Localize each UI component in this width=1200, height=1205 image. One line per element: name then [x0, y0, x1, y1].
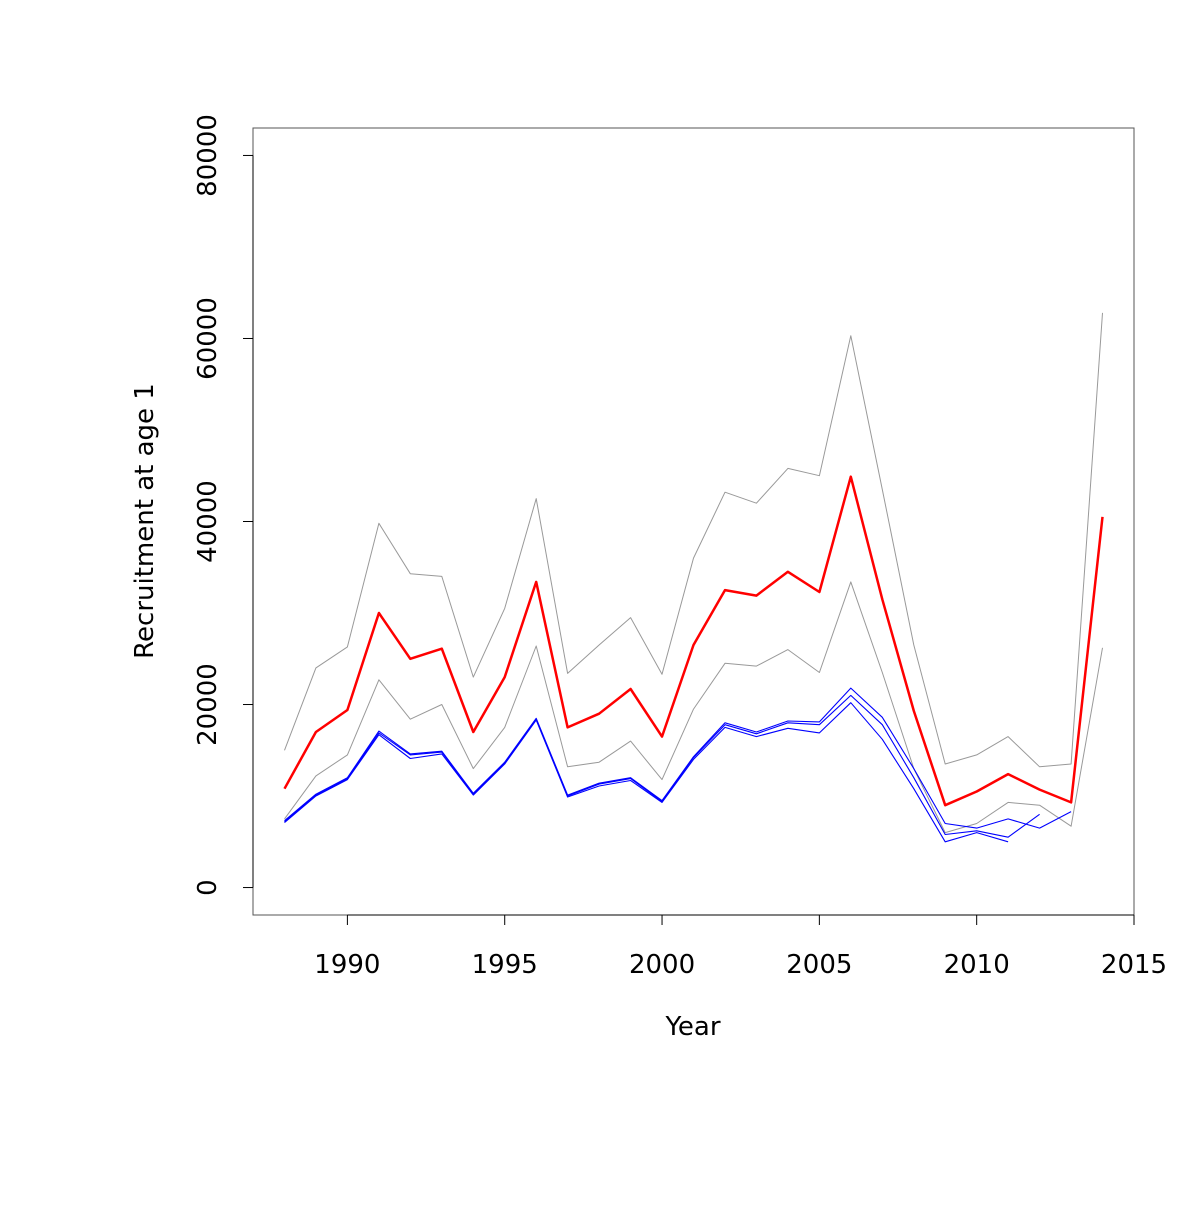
- y-tick-label: 60000: [193, 297, 223, 380]
- y-axis: 0 20000 40000 60000 80000: [193, 114, 254, 896]
- x-tick-label: 2015: [1101, 950, 1167, 980]
- x-tick-label: 2000: [629, 950, 695, 980]
- series-layer: [283, 312, 1104, 843]
- y-tick-label: 40000: [193, 480, 223, 563]
- y-tick-label: 80000: [193, 114, 223, 197]
- series-line-retrospective-5: [284, 702, 1009, 843]
- x-tick-label: 2005: [786, 950, 852, 980]
- x-tick-label: 1990: [314, 950, 380, 980]
- y-axis-title: Recruitment at age 1: [130, 383, 160, 659]
- y-tick-label: 0: [193, 879, 223, 896]
- x-tick-label: 2010: [944, 950, 1010, 980]
- x-axis: 1990 1995 2000 2005 2010 2015: [314, 914, 1167, 980]
- x-axis-title: Year: [664, 1012, 720, 1042]
- series-line-retrospective-4: [284, 694, 1040, 838]
- y-tick-label: 20000: [193, 663, 223, 746]
- x-tick-label: 1995: [472, 950, 538, 980]
- series-line-upper-bound-0: [284, 312, 1103, 768]
- plot-frame: [252, 127, 1135, 916]
- series-line-lower-bound-1: [284, 581, 1103, 834]
- series-line-estimate-2: [283, 475, 1104, 807]
